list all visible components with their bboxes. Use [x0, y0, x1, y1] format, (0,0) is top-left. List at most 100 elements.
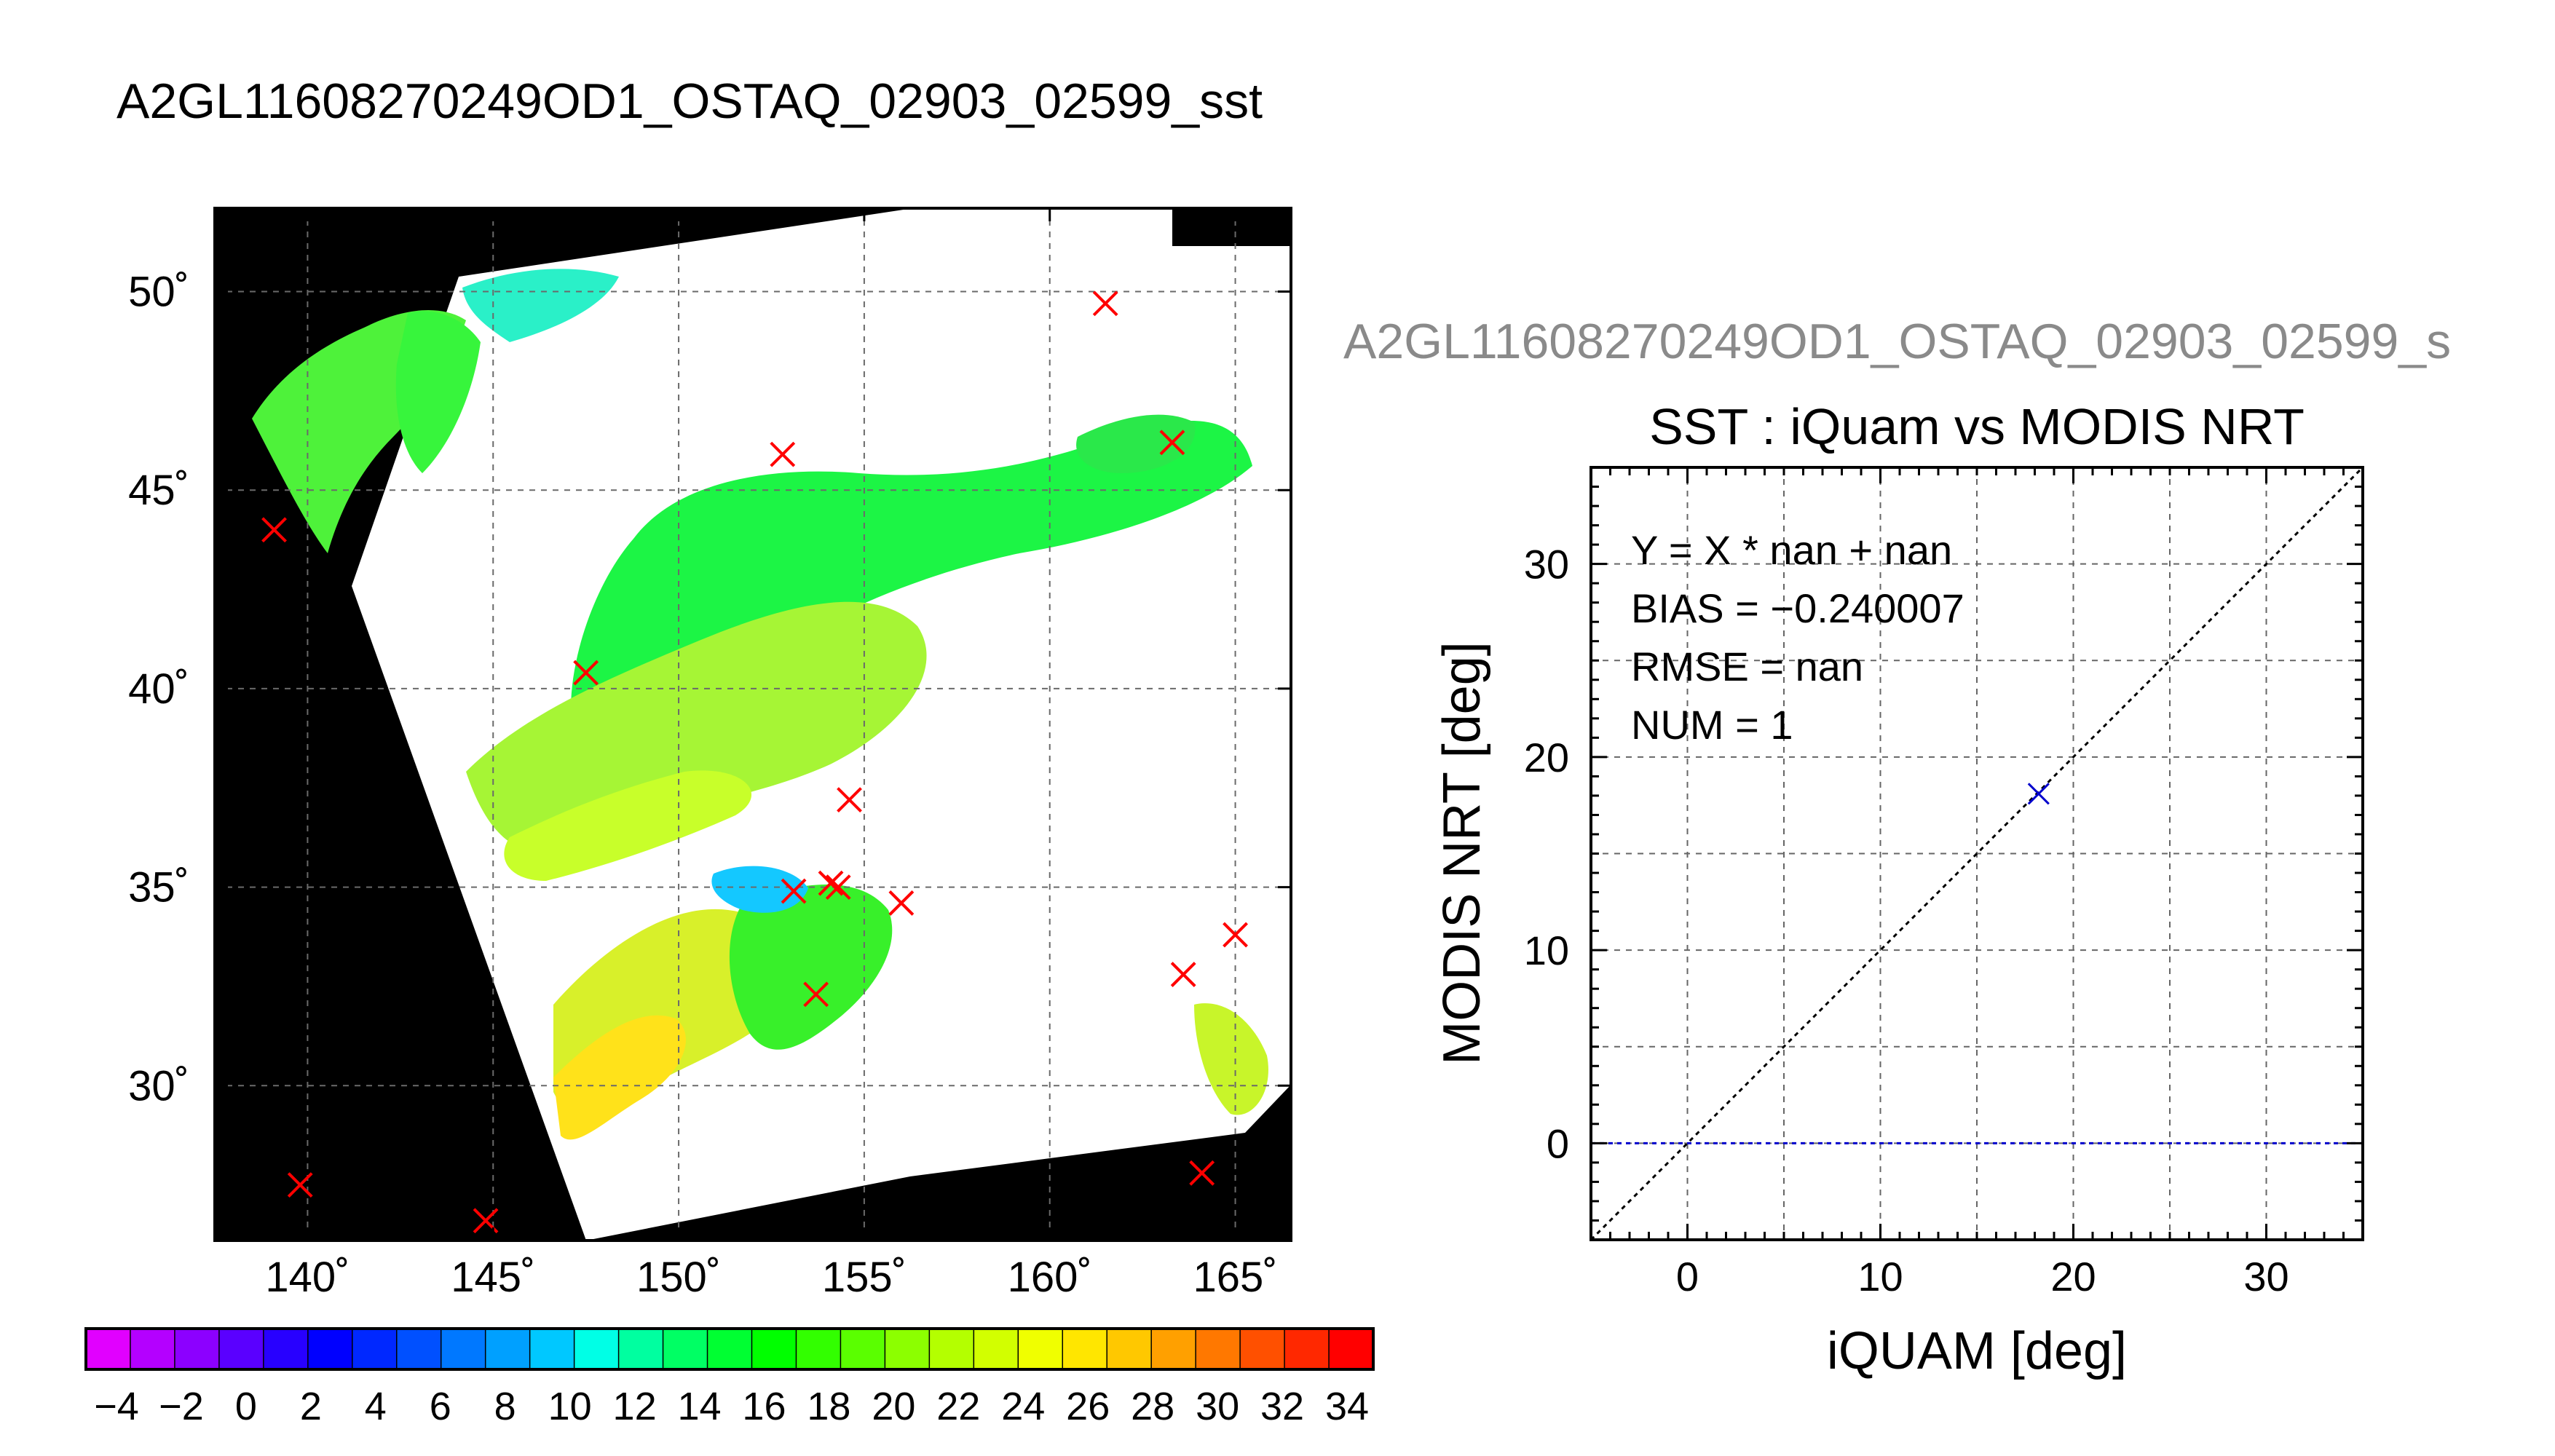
colorbar-tick-label: 2 [300, 1385, 322, 1428]
sst-map: 140˚ 145˚ 150˚ 155˚ 160˚ 165˚ 30˚ 35˚ 40˚ 45˚ 50˚ [128, 207, 1292, 1301]
buoy-marker [1092, 290, 1118, 317]
scatter-title: SST : iQuam vs MODIS NRT [1649, 398, 2305, 455]
buoy-marker [573, 660, 599, 686]
colorbar-cell [929, 1329, 975, 1369]
scatter-x-tick-label: 0 [1676, 1254, 1699, 1299]
map-x-tick-label: 150˚ [636, 1254, 721, 1301]
colorbar-tick-label: 16 [742, 1385, 786, 1428]
sst-patch-ne [1076, 414, 1196, 473]
colorbar-cell [130, 1329, 175, 1369]
colorbar-tick-label: 18 [807, 1385, 850, 1428]
colorbar: −4 −2 0 2 4 6 8 10 12 14 16 18 20 22 24 26 28 30 32 34 [84, 1327, 1375, 1428]
scatter-y-tick-labels: 0 10 20 30 [1524, 542, 1569, 1167]
colorbar-cell [1284, 1329, 1330, 1369]
scatter-file-title: A2GL11608270249OD1_OSTAQ_02903_02599_s [1343, 314, 2452, 369]
colorbar-cell [1329, 1329, 1374, 1369]
scatter-y-tick-label: 20 [1524, 735, 1569, 780]
scatter-stat-line: BIAS = −0.240007 [1631, 585, 1964, 631]
colorbar-cell [86, 1329, 131, 1369]
colorbar-cell [1196, 1329, 1241, 1369]
buoy-marker [825, 874, 851, 901]
map-y-tick-label: 40˚ [128, 665, 189, 713]
colorbar-cell [796, 1329, 842, 1369]
colorbar-cell [485, 1329, 531, 1369]
colorbar-tick-label: 10 [548, 1385, 592, 1428]
colorbar-cell [441, 1329, 486, 1369]
buoy-marker [818, 870, 844, 896]
page-title: A2GL11608270249OD1_OSTAQ_02903_02599_sst [117, 74, 1263, 129]
colorbar-tick-label: 6 [430, 1385, 451, 1428]
colorbar-cell [352, 1329, 398, 1369]
colorbar-cell [751, 1329, 797, 1369]
sst-patch-east [1194, 1003, 1268, 1115]
buoy-marker [261, 517, 287, 543]
scatter-stat-line: Y = X * nan + nan [1631, 527, 1952, 573]
colorbar-tick-label: 28 [1131, 1385, 1174, 1428]
colorbar-cell [663, 1329, 708, 1369]
map-x-tick-label: 155˚ [822, 1254, 907, 1301]
colorbar-tick-label: 12 [613, 1385, 657, 1428]
buoy-marker [1189, 1160, 1215, 1186]
map-y-tick-label: 30˚ [128, 1062, 189, 1109]
scatter-points [2027, 783, 2050, 805]
map-axis-ticks [215, 208, 1291, 1241]
buoy-marker [837, 787, 862, 813]
scatter-x-tick-label: 10 [1857, 1254, 1903, 1299]
colorbar-tick-label: 4 [365, 1385, 387, 1428]
buoy-marker [1170, 962, 1196, 988]
scatter-y-axis-label: MODIS NRT [deg] [1433, 641, 1491, 1065]
colorbar-cell [1062, 1329, 1108, 1369]
colorbar-cell [1018, 1329, 1064, 1369]
map-y-tick-label: 35˚ [128, 864, 189, 911]
scatter-x-axis-label: iQUAM [deg] [1827, 1322, 2127, 1380]
colorbar-tick-label: 26 [1066, 1385, 1110, 1428]
sst-patch-north [571, 420, 1252, 757]
colorbar-cell [396, 1329, 442, 1369]
buoy-marker [888, 890, 915, 916]
scatter-stats: Y = X * nan + nan BIAS = −0.240007 RMSE = … [1631, 527, 1964, 748]
colorbar-frame [84, 1327, 1375, 1371]
colorbar-cell [1107, 1329, 1152, 1369]
colorbar-tick-label: 8 [494, 1385, 516, 1428]
scatter-x-tick-labels: 0 10 20 30 [1676, 1254, 2289, 1299]
colorbar-cell [263, 1329, 309, 1369]
colorbar-tick-label: 30 [1196, 1385, 1239, 1428]
colorbar-tick-label: −4 [94, 1385, 139, 1428]
colorbar-tick-label: 14 [677, 1385, 721, 1428]
map-y-tick-label: 45˚ [128, 467, 189, 514]
buoy-marker [287, 1172, 313, 1198]
colorbar-cell [174, 1329, 220, 1369]
scatter-point [2027, 783, 2050, 805]
map-x-tick-label: 140˚ [265, 1254, 350, 1301]
buoy-marker [770, 441, 796, 467]
map-y-tick-label: 50˚ [128, 269, 189, 316]
colorbar-tick-label: 22 [936, 1385, 980, 1428]
buoy-marker [1159, 430, 1185, 456]
colorbar-tick-label: −2 [159, 1385, 204, 1428]
sst-patch-central [466, 601, 927, 853]
scatter-y-tick-label: 30 [1524, 542, 1569, 587]
map-y-tick-labels: 30˚ 35˚ 40˚ 45˚ 50˚ [128, 269, 189, 1110]
buoy-marker [781, 878, 807, 904]
map-frame [213, 207, 1292, 1242]
colorbar-cell [1151, 1329, 1196, 1369]
scatter-y-tick-label: 10 [1524, 927, 1569, 973]
colorbar-cell [707, 1329, 753, 1369]
map-x-tick-label: 145˚ [451, 1254, 535, 1301]
map-x-tick-label: 160˚ [1008, 1254, 1092, 1301]
scatter-stat-line: NUM = 1 [1631, 702, 1793, 748]
colorbar-cell [974, 1329, 1019, 1369]
map-grid [215, 208, 1291, 1241]
colorbar-cell [529, 1329, 575, 1369]
colorbar-tick-label: 20 [872, 1385, 915, 1428]
colorbar-cell [618, 1329, 664, 1369]
scatter-y-tick-label: 0 [1547, 1120, 1569, 1166]
scatter-axis-ticks [1590, 466, 2364, 1241]
colorbar-tick-labels: −4 −2 0 2 4 6 8 10 12 14 16 18 20 22 24 26 28 30 32 34 [94, 1385, 1369, 1428]
colorbar-cell [574, 1329, 620, 1369]
colorbar-tick-label: 34 [1325, 1385, 1369, 1428]
sst-patch-okhotsk [462, 269, 619, 342]
map-markers [261, 290, 1248, 1234]
